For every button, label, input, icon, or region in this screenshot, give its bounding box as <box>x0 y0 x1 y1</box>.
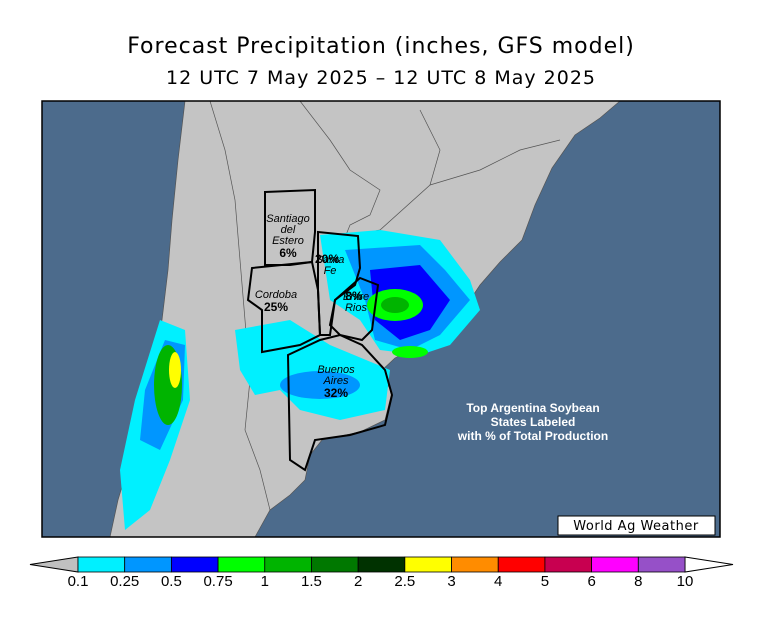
note-line: with % of Total Production <box>457 429 608 443</box>
region-share: 8% <box>345 289 363 303</box>
region-name: Buenos <box>317 364 355 376</box>
below-arrow <box>29 556 79 573</box>
region-name: Fe <box>324 265 337 277</box>
note-line: Top Argentina Soybean <box>466 401 599 415</box>
region-name: Rios <box>345 302 368 314</box>
region-share: 20% <box>315 252 339 266</box>
region-share: 32% <box>324 386 348 400</box>
colorbar-label: 3 <box>447 573 455 590</box>
color-box <box>311 556 359 573</box>
color-box <box>217 556 266 573</box>
province-outlines <box>246 188 394 472</box>
region-share: 25% <box>264 300 288 314</box>
title: Forecast Precipitation (inches, GFS mode… <box>127 34 635 59</box>
region-name: Aires <box>322 375 349 387</box>
colorbar-label: 1 <box>261 573 269 590</box>
color-box <box>404 556 452 573</box>
region-share: 6% <box>279 246 297 260</box>
color-box <box>170 556 219 573</box>
colorbar-label: 1.5 <box>301 573 322 590</box>
colorbar-label: 2 <box>354 573 362 590</box>
color-box <box>637 556 686 573</box>
colorbar-label: 2.5 <box>394 573 415 590</box>
colorbar: 0.1 0.25 0.5 0.75 1 1.5 2 2.5 3 4 5 6 8 10 <box>29 556 734 590</box>
above-arrow <box>684 556 734 573</box>
region-name: Estero <box>272 235 304 247</box>
colorbar-label: 4 <box>494 573 502 590</box>
color-box <box>357 556 406 573</box>
color-box <box>77 556 126 573</box>
map-frame <box>41 100 721 538</box>
region-name: Entre <box>343 291 369 303</box>
region-name: Santa <box>316 254 345 266</box>
colorbar-label: 5 <box>541 573 549 590</box>
color-box <box>451 556 499 573</box>
colorbar-label: 0.1 <box>68 573 89 590</box>
credit-box <box>557 515 716 536</box>
colorbar-label: 0.75 <box>203 573 232 590</box>
colorbar-label: 0.25 <box>110 573 139 590</box>
colorbar-label: 10 <box>677 573 694 590</box>
credit: World Ag Weather <box>573 519 699 534</box>
color-box <box>264 556 312 573</box>
region-name: Cordoba <box>255 289 297 301</box>
colorbar-label: 8 <box>634 573 642 590</box>
region-name: Santiago <box>266 213 309 225</box>
color-box <box>544 556 593 573</box>
subtitle: 12 UTC 7 May 2025 – 12 UTC 8 May 2025 <box>166 67 596 89</box>
colorbar-label: 0.5 <box>161 573 182 590</box>
colorbar-label: 6 <box>587 573 595 590</box>
region-name: del <box>281 224 296 236</box>
color-box <box>124 556 172 573</box>
note-line: States Labeled <box>491 415 576 429</box>
color-box <box>591 556 639 573</box>
color-box <box>497 556 546 573</box>
